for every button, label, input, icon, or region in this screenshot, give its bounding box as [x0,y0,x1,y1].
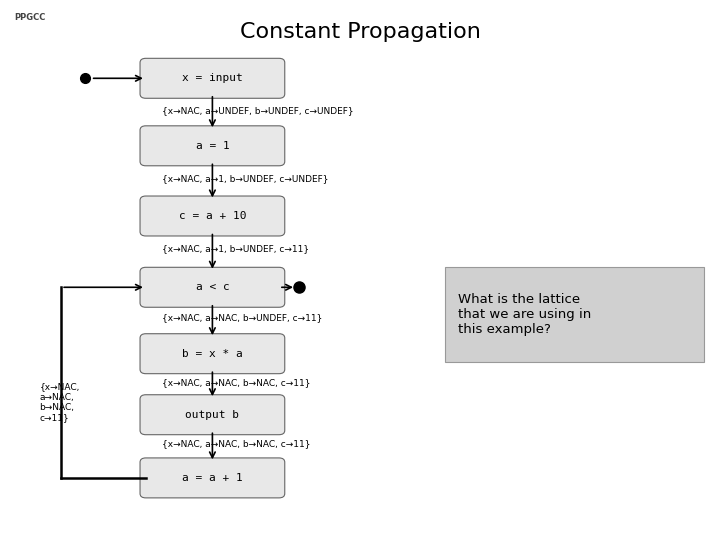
FancyBboxPatch shape [140,395,285,435]
Text: {x→NAC, a→NAC, b→NAC, c→11}: {x→NAC, a→NAC, b→NAC, c→11} [162,440,310,448]
Text: a = 1: a = 1 [196,141,229,151]
Text: PPGCC: PPGCC [14,14,46,23]
FancyBboxPatch shape [140,267,285,307]
Text: What is the lattice
that we are using in
this example?: What is the lattice that we are using in… [458,293,591,336]
Text: {x→NAC, a→1, b→UNDEF, c→11}: {x→NAC, a→1, b→UNDEF, c→11} [162,245,309,253]
FancyBboxPatch shape [445,267,704,362]
Text: Constant Propagation: Constant Propagation [240,22,480,43]
FancyBboxPatch shape [140,126,285,166]
Text: a = a + 1: a = a + 1 [182,473,243,483]
Text: {x→NAC,
a→NAC,
b→NAC,
c→11}: {x→NAC, a→NAC, b→NAC, c→11} [40,382,80,422]
Text: {x→NAC, a→NAC, b→UNDEF, c→11}: {x→NAC, a→NAC, b→UNDEF, c→11} [162,313,323,322]
Text: {x→NAC, a→NAC, b→NAC, c→11}: {x→NAC, a→NAC, b→NAC, c→11} [162,378,310,387]
FancyBboxPatch shape [140,334,285,374]
Text: x = input: x = input [182,73,243,83]
Text: c = a + 10: c = a + 10 [179,211,246,221]
FancyBboxPatch shape [140,196,285,236]
Text: a < c: a < c [196,282,229,292]
FancyBboxPatch shape [140,458,285,498]
Text: {x→NAC, a→1, b→UNDEF, c→UNDEF}: {x→NAC, a→1, b→UNDEF, c→UNDEF} [162,174,328,183]
Text: b = x * a: b = x * a [182,349,243,359]
FancyBboxPatch shape [140,58,285,98]
Text: {x→NAC, a→UNDEF, b→UNDEF, c→UNDEF}: {x→NAC, a→UNDEF, b→UNDEF, c→UNDEF} [162,106,354,114]
Text: output b: output b [185,410,239,420]
